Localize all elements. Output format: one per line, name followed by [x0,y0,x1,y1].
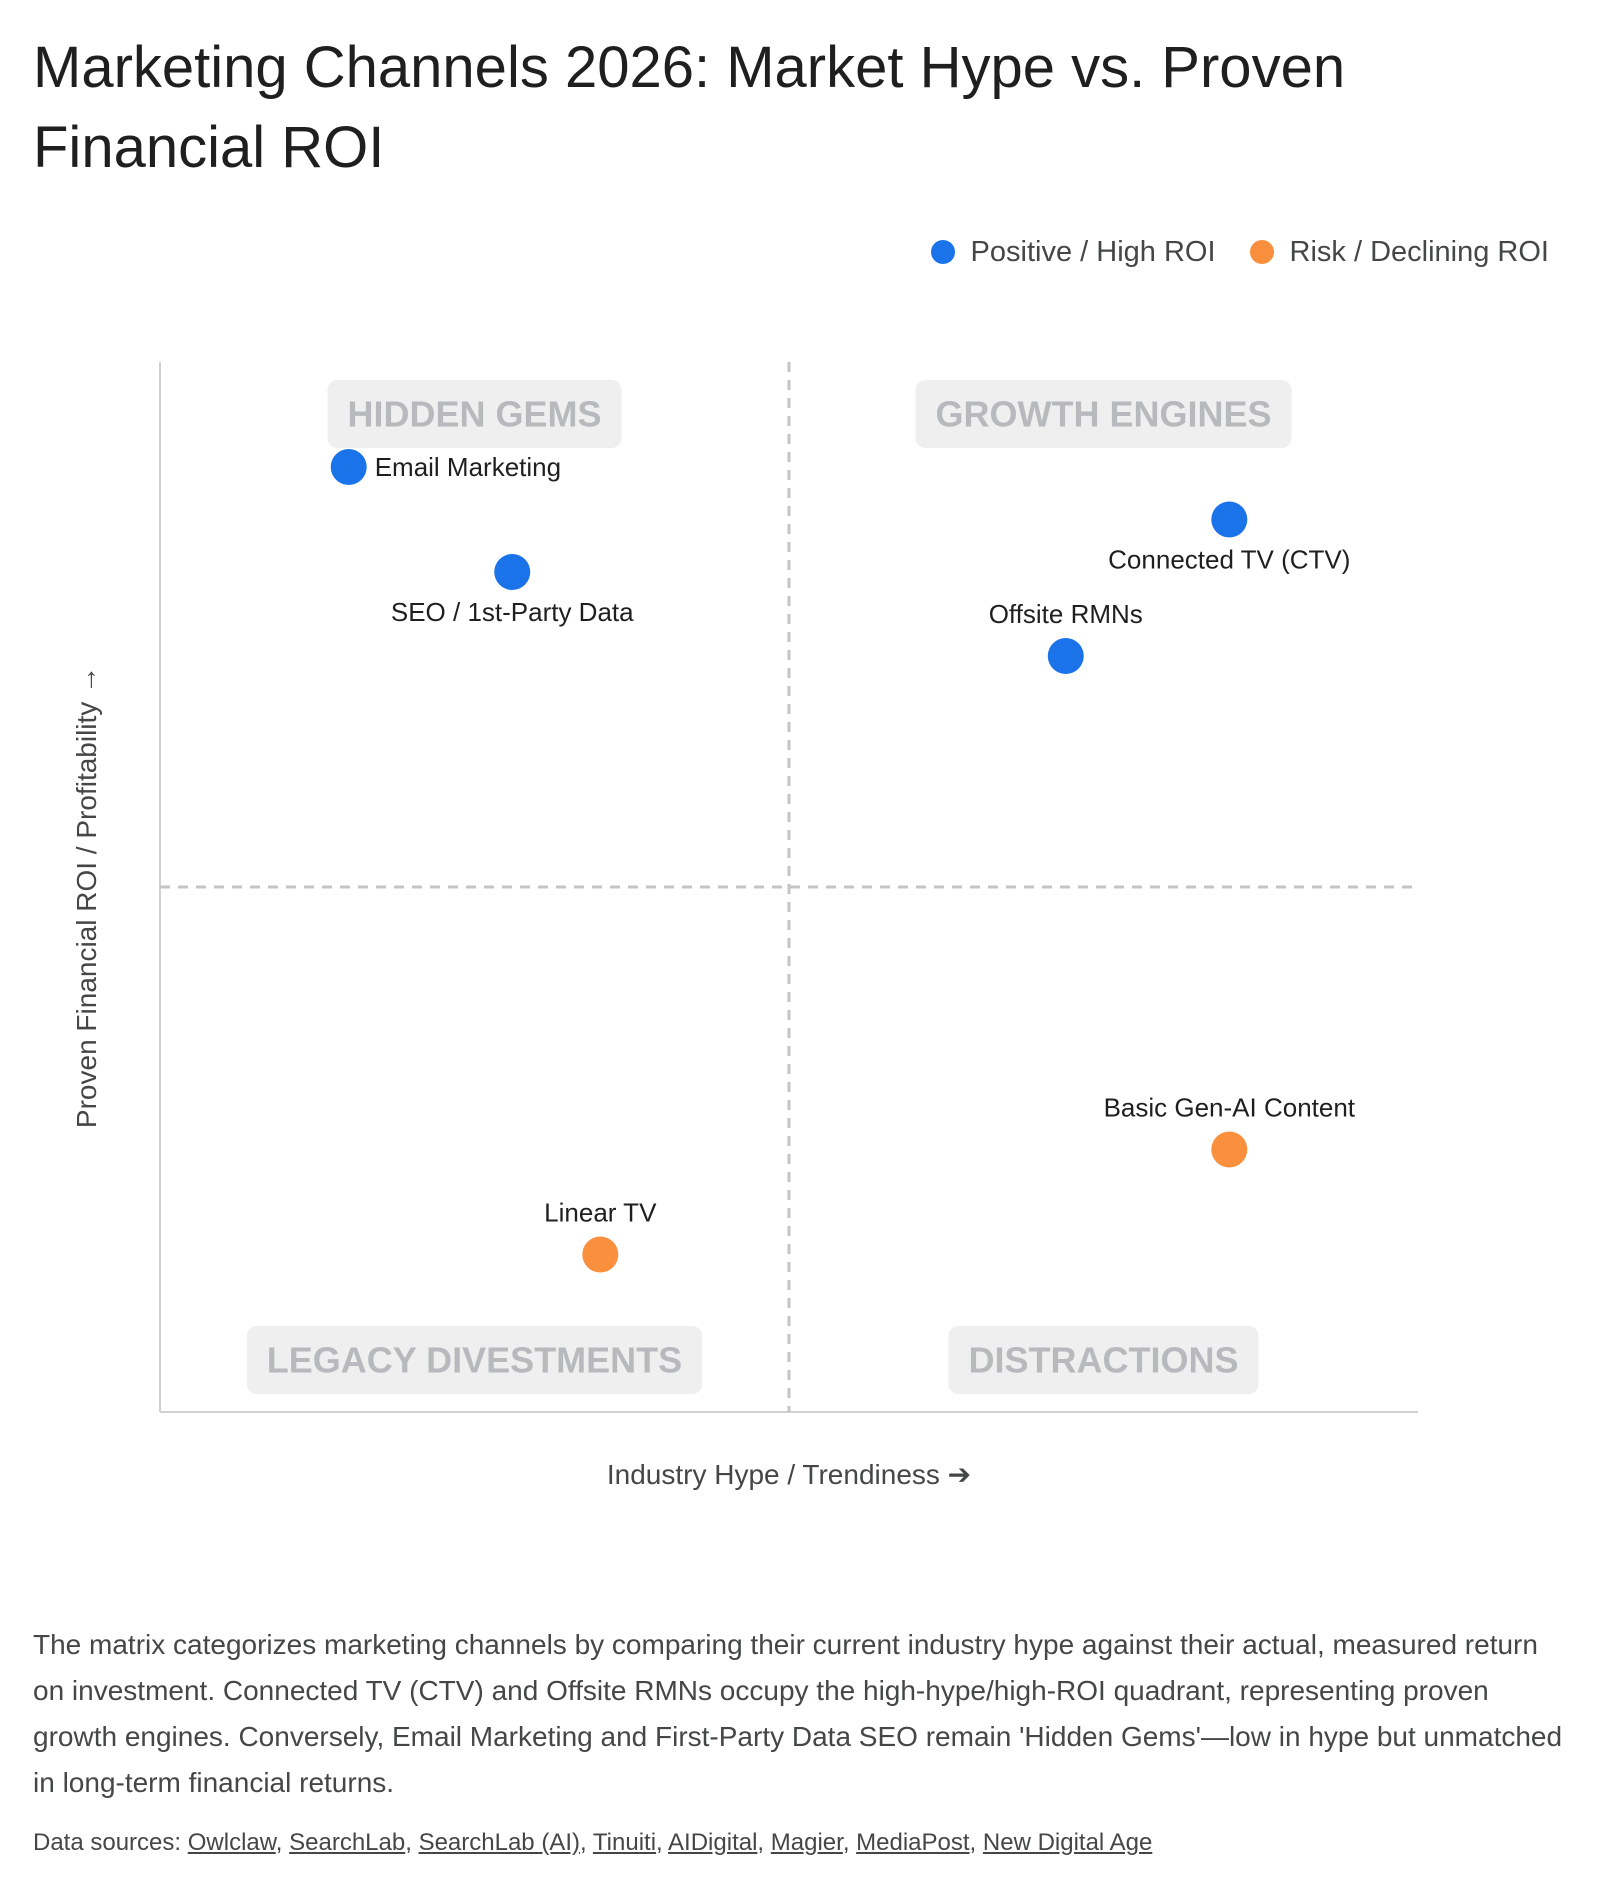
y-axis-title: Proven Financial ROI / Profitability → [71,666,102,1128]
legend-swatch-orange [1249,240,1274,264]
source-link-aidigital[interactable]: AIDigital [668,1829,758,1856]
legend-label-positive: Positive / High ROI [970,235,1216,268]
source-link-searchlab-ai[interactable]: SearchLab (AI) [418,1829,580,1856]
quadrant-label-distractions-bg [948,1326,1259,1394]
quadrant-label-hidden-gems: HIDDEN GEMS [347,394,601,435]
source-link-tinuiti[interactable]: Tinuiti [592,1829,657,1856]
quadrant-label-distractions: DISTRACTIONS [969,1340,1239,1381]
source-link-owlclaw[interactable]: Owlclaw [187,1829,276,1856]
sources-prefix: Data sources: [33,1829,182,1856]
quadrant-label-hidden-gems-bg [327,380,622,448]
source-link-searchlab[interactable]: SearchLab [289,1829,406,1856]
page-title: Marketing Channels 2026: Market Hype vs.… [33,35,1346,180]
legend-swatch-blue [930,240,955,264]
point-label-connected-tv-ctv: Connected TV (CTV) [1108,545,1350,575]
source-link-magier[interactable]: Magier [770,1829,843,1856]
legend-item-risk: Risk / Declining ROI [1249,235,1549,269]
source-link-mediapost[interactable]: MediaPost [856,1829,970,1856]
point-email-marketing[interactable] [330,449,367,485]
point-connected-tv-ctv[interactable] [1211,501,1248,538]
quadrant-label-legacy-divestments-bg [246,1326,703,1394]
x-axis-title: Industry Hype / Trendiness ➔ [607,1459,971,1490]
chart-legend: Positive / High ROI Risk / Declining ROI [930,232,1549,272]
point-label-email-marketing: Email Marketing [375,452,561,482]
quadrant-label-growth-engines: GROWTH ENGINES [935,394,1271,435]
legend-item-positive: Positive / High ROI [930,235,1216,269]
point-basic-gen-ai-content[interactable] [1211,1131,1248,1168]
point-label-seo-1st-party-data: SEO / 1st-Party Data [391,597,634,627]
legend-label-risk: Risk / Declining ROI [1289,235,1549,268]
quadrant-chart: HIDDEN GEMS GROWTH ENGINES LEGACY DIVESTME… [71,362,1418,1490]
point-label-offsite-rmns: Offsite RMNs [989,599,1143,629]
point-linear-tv[interactable] [582,1236,619,1273]
quadrant-label-growth-engines-bg [915,380,1292,448]
source-link-new-digital-age[interactable]: New Digital Age [982,1829,1153,1856]
point-label-bg-email-marketing [368,450,568,484]
quadrant-label-legacy-divestments: LEGACY DIVESTMENTS [267,1340,682,1381]
data-sources: Data sources: Owlclaw, SearchLab, Search… [33,1826,1573,1860]
chart-description: The matrix categorizes marketing channel… [33,1629,1563,1798]
point-seo-1st-party-data[interactable] [494,554,531,590]
point-label-basic-gen-ai-content: Basic Gen-AI Content [1104,1093,1356,1123]
source-links: Owlclaw, SearchLab, SearchLab (AI), Tinu… [187,1829,1153,1856]
point-offsite-rmns[interactable] [1047,638,1084,674]
point-label-linear-tv: Linear TV [544,1198,657,1228]
